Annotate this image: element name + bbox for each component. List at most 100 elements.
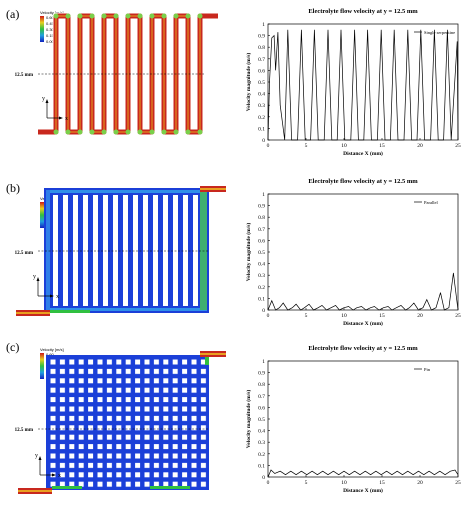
x-tick-label: 0 — [267, 313, 270, 319]
x-tick-label: 10 — [341, 313, 347, 319]
y-axis-label: Velocity magnitude (m/s) — [245, 223, 252, 282]
y-tick-label: 1 — [262, 192, 265, 198]
y-tick-label: 0 — [262, 308, 265, 314]
y-tick-label: 0.6 — [258, 68, 265, 74]
chart-title: Electrolyte flow velocity at y = 12.5 mm — [308, 8, 418, 15]
x-tick-label: 15 — [379, 313, 385, 319]
y-tick-label: 0.3 — [258, 103, 265, 109]
x-tick-label: 5 — [305, 480, 308, 486]
axis-indicator: y x — [42, 96, 68, 122]
serpentine-channel — [38, 12, 218, 136]
series-line — [267, 272, 459, 311]
x-tick-label: 15 — [379, 143, 385, 149]
axis-x-label: x — [56, 294, 59, 300]
x-tick-label: 5 — [305, 143, 308, 149]
y-tick-label: 0.3 — [258, 273, 265, 279]
y-tick-label: 0.7 — [258, 394, 265, 400]
axis-y-label: y — [42, 96, 45, 102]
x-tick-label: 15 — [379, 480, 385, 486]
y-tick-label: 0.4 — [258, 92, 265, 98]
x-tick-label: 20 — [417, 143, 423, 149]
series-line — [267, 469, 459, 478]
y-axis-label: Velocity magnitude (m/s) — [245, 390, 252, 449]
x-axis-label: Distance X (mm) — [343, 320, 383, 327]
y-tick-label: 0.9 — [258, 34, 265, 40]
axis-indicator: y x — [35, 453, 61, 479]
legend-entry: Single serpentine — [424, 30, 455, 35]
axis-indicator: y x — [33, 274, 59, 300]
x-tick-label: 10 — [341, 143, 347, 149]
y-tick-label: 0.4 — [258, 429, 265, 435]
axis-x-label: x — [65, 116, 68, 122]
panel-label: (b) — [6, 181, 20, 195]
axis-x-label: x — [58, 473, 61, 479]
y-tick-label: 0.6 — [258, 405, 265, 411]
legend-tick: 0.15 — [46, 33, 55, 38]
y-tick-label: 0 — [262, 475, 265, 481]
y-tick-label: 0.7 — [258, 57, 265, 63]
y-tick-label: 0.5 — [258, 80, 265, 86]
y-tick-label: 0.9 — [258, 204, 265, 210]
y-tick-label: 0.8 — [258, 215, 265, 221]
legend-tick: 0.30 — [46, 27, 55, 32]
y-tick-label: 1 — [262, 359, 265, 365]
x-tick-label: 0 — [267, 143, 270, 149]
y-tick-label: 0.8 — [258, 382, 265, 388]
y-tick-label: 0.3 — [258, 440, 265, 446]
x-tick-label: 0 — [267, 480, 270, 486]
x-tick-label: 20 — [417, 480, 423, 486]
axis-y-label: y — [33, 274, 36, 280]
plot-frame — [267, 193, 459, 311]
color-legend-bar — [40, 202, 44, 228]
y-tick-label: 0.9 — [258, 371, 265, 377]
x-tick-label: 25 — [455, 143, 461, 149]
parallel-channel — [16, 186, 226, 316]
y-tick-label: 0.7 — [258, 227, 265, 233]
y-tick-label: 0.2 — [258, 115, 265, 121]
y-tick-label: 0.4 — [258, 262, 265, 268]
x-tick-label: 10 — [341, 480, 347, 486]
pin-simulation: (c) Velocity [m/s] 0.60 0.45 0.30 0.15 0… — [6, 340, 226, 494]
panel-c: (c) Velocity [m/s] 0.60 0.45 0.30 0.15 0… — [0, 337, 474, 505]
y-tick-label: 0.5 — [258, 417, 265, 423]
legend-entry: Parallel — [424, 200, 438, 205]
legend-title: Velocity [m/s] — [40, 347, 64, 352]
legend-tick: 0.60 — [46, 352, 55, 357]
y-tick-label: 0.1 — [258, 126, 265, 132]
x-tick-label: 25 — [455, 480, 461, 486]
y-axis-label: Velocity magnitude (m/s) — [245, 53, 252, 112]
y-tick-label: 0.2 — [258, 285, 265, 291]
panel-label: (c) — [6, 340, 19, 354]
velocity-chart-c: Electrolyte flow velocity at y = 12.5 mm… — [245, 345, 461, 494]
y-tick-label: 0.6 — [258, 238, 265, 244]
panel-b: (b) Velocity [m/s] 0.60 0.45 0.30 0.15 0… — [0, 170, 474, 338]
y-tick-label: 0.2 — [258, 452, 265, 458]
color-legend-bar — [40, 16, 44, 42]
legend-tick: 0.45 — [46, 21, 55, 26]
legend-tick: 0.00 — [46, 39, 55, 44]
plot-frame — [267, 360, 459, 478]
y-tick-label: 0.5 — [258, 250, 265, 256]
panel-label: (a) — [6, 7, 19, 21]
measurement-label: 12.5 mm — [15, 428, 34, 433]
axis-y-label: y — [35, 453, 38, 459]
legend-title: Velocity [m/s] — [40, 10, 64, 15]
measurement-label: 12.5 mm — [15, 73, 34, 78]
measurement-label: 12.5 mm — [15, 251, 34, 256]
velocity-chart-a: Electrolyte flow velocity at y = 12.5 mm… — [245, 8, 461, 157]
y-tick-label: 0 — [262, 138, 265, 144]
pin-channel — [18, 351, 226, 494]
y-tick-label: 0.1 — [258, 463, 265, 469]
y-tick-label: 0.8 — [258, 45, 265, 51]
color-legend-bar — [40, 353, 44, 379]
x-axis-label: Distance X (mm) — [343, 150, 383, 157]
x-tick-label: 20 — [417, 313, 423, 319]
x-axis-label: Distance X (mm) — [343, 487, 383, 494]
x-tick-label: 25 — [455, 313, 461, 319]
x-tick-label: 5 — [305, 313, 308, 319]
serpentine-simulation: (a) Velocity [m/s] 0.60 0.45 0.30 0.15 0… — [6, 7, 218, 136]
legend-entry: Pin — [424, 367, 431, 372]
velocity-chart-b: Electrolyte flow velocity at y = 12.5 mm… — [245, 178, 461, 327]
panel-a: (a) Velocity [m/s] 0.60 0.45 0.30 0.15 0… — [0, 0, 474, 168]
plot-frame — [267, 23, 459, 141]
